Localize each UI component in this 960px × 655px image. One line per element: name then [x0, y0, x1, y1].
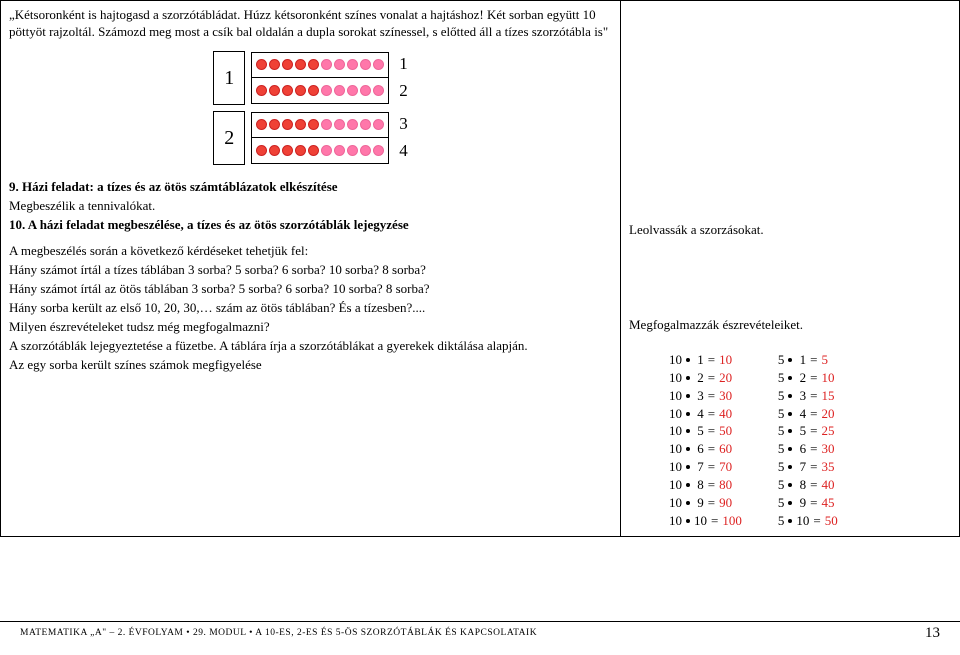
table-row: 5 4=20 — [778, 406, 838, 423]
para-2: Hány számot írtál a tízes táblában 3 sor… — [9, 262, 612, 279]
right-line-1: Leolvassák a szorzásokat. — [629, 222, 764, 239]
heading-10: 10. A házi feladat megbeszélése, a tízes… — [9, 217, 612, 234]
table-row: 10 3=30 — [669, 388, 742, 405]
left-number-2: 2 — [213, 111, 245, 165]
table-row: 5 5=25 — [778, 423, 838, 440]
page-grid: „Kétsoronként is hajtogasd a szorzótáblá… — [0, 0, 960, 537]
table-5: 5 1=55 2=105 3=155 4=205 5=255 6=305 7=3… — [778, 352, 838, 530]
table-row: 5 1=5 — [778, 352, 838, 369]
table-row: 10 8=80 — [669, 477, 742, 494]
table-row: 510=50 — [778, 513, 838, 530]
table-row: 10 5=50 — [669, 423, 742, 440]
footer-text: MATEMATIKA „A" – 2. ÉVFOLYAM • 29. MODUL… — [20, 627, 537, 639]
dot-box-2 — [251, 112, 389, 164]
right-line-2: Megfogalmazzák észrevételeiket. — [629, 317, 951, 334]
row-label-2: 2 — [399, 80, 408, 102]
dot-strip-4 — [251, 138, 389, 164]
table-row: 5 8=40 — [778, 477, 838, 494]
heading-9: 9. Házi feladat: a tízes és az ötös szám… — [9, 179, 612, 196]
para-4: Hány sorba került az első 10, 20, 30,… s… — [9, 300, 612, 317]
row-label-3: 3 — [399, 113, 408, 135]
table-row: 10 6=60 — [669, 441, 742, 458]
table-row: 5 7=35 — [778, 459, 838, 476]
table-row: 10 1=10 — [669, 352, 742, 369]
para-7: Az egy sorba került színes számok megfig… — [9, 357, 612, 374]
para-5: Milyen észrevételeket tudsz még megfogal… — [9, 319, 612, 336]
dot-strip-1 — [251, 52, 389, 78]
right-column: Leolvassák a szorzásokat. Megfogalmazzák… — [620, 0, 960, 537]
page-footer: MATEMATIKA „A" – 2. ÉVFOLYAM • 29. MODUL… — [0, 621, 960, 644]
table-row: 10 7=70 — [669, 459, 742, 476]
diagram-row-2: 2 3 4 — [213, 111, 408, 165]
para-6: A szorzótáblák lejegyeztetése a füzetbe.… — [9, 338, 612, 355]
table-10: 10 1=1010 2=2010 3=3010 4=4010 5=5010 6=… — [669, 352, 742, 530]
table-row: 5 2=10 — [778, 370, 838, 387]
dot-strip-3 — [251, 112, 389, 138]
para-3: Hány számot írtál az ötös táblában 3 sor… — [9, 281, 612, 298]
intro-text: „Kétsoronként is hajtogasd a szorzótáblá… — [9, 7, 612, 41]
line-9: Megbeszélik a tennivalókat. — [9, 198, 612, 215]
mult-tables: 10 1=1010 2=2010 3=3010 4=4010 5=5010 6=… — [629, 352, 951, 530]
diagram: 1 1 2 — [9, 51, 612, 165]
table-row: 10 4=40 — [669, 406, 742, 423]
left-number-1: 1 — [213, 51, 245, 105]
table-row: 10 2=20 — [669, 370, 742, 387]
table-row: 5 9=45 — [778, 495, 838, 512]
table-row: 10 9=90 — [669, 495, 742, 512]
table-row: 1010=100 — [669, 513, 742, 530]
row-label-1: 1 — [399, 53, 408, 75]
dot-box-1 — [251, 52, 389, 104]
left-column: „Kétsoronként is hajtogasd a szorzótáblá… — [0, 0, 620, 537]
table-row: 5 6=30 — [778, 441, 838, 458]
page-number: 13 — [925, 624, 940, 644]
diagram-row-1: 1 1 2 — [213, 51, 408, 105]
dot-strip-2 — [251, 78, 389, 104]
table-row: 5 3=15 — [778, 388, 838, 405]
para-1: A megbeszélés során a következő kérdések… — [9, 243, 612, 260]
row-label-4: 4 — [399, 140, 408, 162]
